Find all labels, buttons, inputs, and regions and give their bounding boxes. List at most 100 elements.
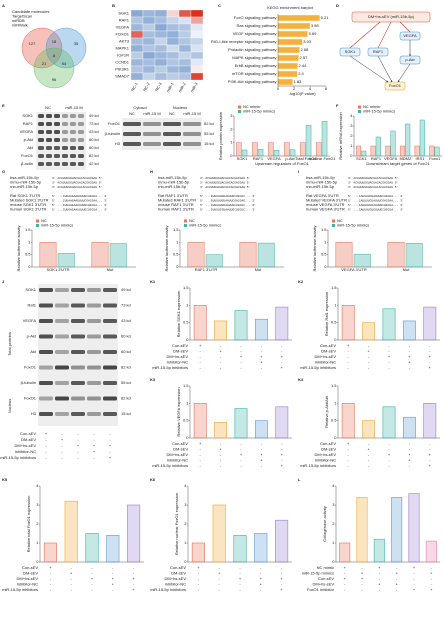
condition-mark: + [77,443,80,448]
condition-mark: + [132,576,135,581]
blot-band [55,365,69,370]
condition-label: DM+hs-sEV [17,576,39,581]
condition-mark: - [368,365,370,370]
condition-mark: - [388,463,390,468]
blot-band [54,138,60,142]
blot-band [70,162,76,166]
bar [434,146,440,157]
blot-band [55,396,69,401]
y-tick-label: Ras signaling pathway [236,23,276,28]
row-label: H3 [31,411,37,416]
blot-band [38,138,44,142]
venn-count: 8 [53,53,56,58]
heat-cell [154,9,168,18]
condition-mark: - [396,576,398,581]
y-axis-label: Relative SGK1 expression [176,291,181,338]
bar [214,422,228,439]
heat-cell [154,23,168,32]
condition-mark: + [280,576,283,581]
y-tick-label: 1 [186,302,189,307]
sequence: 3' ACAUUUGGUACUACACGACGAU 5' [52,185,103,189]
condition-mark: - [368,354,370,359]
bar [275,306,289,341]
condition-mark: - [71,565,73,570]
y-tick-label: 2 [332,521,335,526]
condition-mark: + [413,587,416,592]
condition-mark: - [45,455,47,460]
condition-mark: - [388,360,390,365]
col-label: miR-1 [165,81,175,93]
bar [399,145,406,157]
bar [341,305,355,341]
bar [254,420,268,439]
data-label: 1.83 [294,79,303,84]
condition-mark: + [413,565,416,570]
sequence: 5' ...CUUAAGAAUUUUCGACGAA... 3' [52,198,108,202]
condition-mark: - [409,349,411,354]
venn-count: 21 [42,61,47,66]
y-tick-label: 4 [350,113,353,118]
blot-band [54,114,60,118]
row-label: FOXO1 [115,32,129,37]
blot-band [70,114,76,118]
condition-mark: + [112,582,115,587]
condition-mark: - [429,360,431,365]
bar [405,123,411,157]
x-axis-label: -log10(P value) [288,91,316,96]
bar [423,403,437,439]
condition-mark: - [281,565,283,570]
blot-band [78,162,84,166]
heat-cell [130,51,144,60]
condition-mark: - [361,582,363,587]
condition-mark: + [408,360,411,365]
condition-mark: - [348,349,350,354]
y-tick-label: 1 [332,540,335,545]
condition-label: Con-sEV [20,431,36,436]
condition-mark: - [261,441,263,446]
condition-mark: - [396,587,398,592]
heat-cell [178,37,192,46]
condition-mark: - [219,587,221,592]
blot-band [55,381,69,385]
blot-band [62,130,68,134]
y-tick-label: 0 [186,337,189,342]
blot-band [71,396,85,401]
heat-cell [130,58,144,67]
blot-band [62,162,68,166]
blot-band [87,412,101,416]
blot-band [143,122,161,126]
bar [85,533,99,563]
blot-band [71,334,85,339]
kda-label: 82 kd [121,396,131,401]
condition-label: DM+hs-sEV [315,452,337,457]
condition-mark: + [429,452,432,457]
blot-band [62,146,68,150]
bar [275,519,289,563]
blot-band [46,138,52,142]
sequence: 3' ACAUUUGGUACUACACGACGAU 5' [200,176,251,180]
blot-band [38,122,44,126]
sequence: 5' ...GUUUUUGUAAUUGCUGCUC... 3' [200,194,256,198]
panel-label: C [218,3,221,8]
kda-label: 60 kd [89,137,99,142]
condition-mark: - [109,437,111,442]
row-label: β-actin [21,161,33,166]
y-tick-label: 0 [334,337,337,342]
bar [278,15,320,21]
heat-cell [154,37,168,46]
col-label: NC-2 [142,81,151,92]
bar [284,142,290,157]
blot-band [38,114,44,118]
blot-band [62,122,68,126]
legend-swatch [36,219,39,223]
blot-band [46,130,52,134]
blot-band [54,162,60,166]
condition-mark: - [281,360,283,365]
condition-mark: - [388,365,390,370]
col-label: miR-3 [189,81,199,93]
bar [239,242,257,268]
mirna-name: hsa-miR-15b-5p [158,175,187,180]
sequence: 3' ACAUUUGGUACUACACGACGAU 5' [52,180,103,184]
condition-mark: - [198,571,200,576]
mirna-name: rno-miR-15b-5p [158,184,187,189]
